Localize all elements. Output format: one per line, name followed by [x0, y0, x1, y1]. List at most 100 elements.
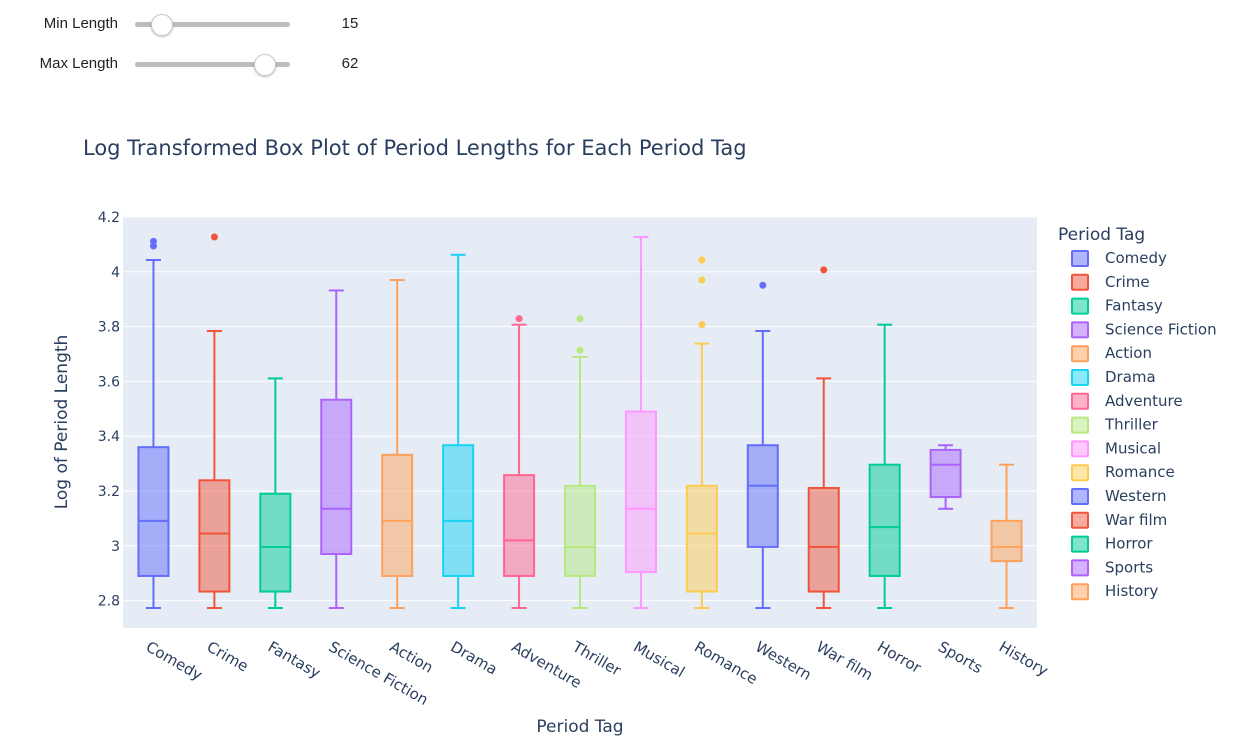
iqr-box [381, 453, 414, 577]
box-western [746, 281, 779, 609]
legend-swatch [1071, 345, 1089, 363]
legend-item[interactable]: War film [1071, 511, 1167, 529]
legend-item[interactable]: Crime [1071, 273, 1150, 291]
y-tick-label: 3 [111, 539, 120, 555]
outlier-point [149, 237, 157, 245]
box-sports [929, 444, 962, 510]
legend-label: Romance [1105, 463, 1175, 481]
legend-title: Period Tag [1058, 225, 1145, 245]
max-length-control: Max Length 62 [0, 52, 380, 76]
x-axis-title: Period Tag [536, 717, 623, 737]
x-tick-label: Romance [691, 638, 760, 688]
x-tick-label: Western [752, 638, 814, 684]
iqr-box [990, 519, 1023, 563]
legend-swatch [1071, 250, 1089, 267]
max-length-value: 62 [341, 55, 359, 72]
x-tick-label: Sports [935, 638, 986, 678]
outlier-point [698, 321, 706, 329]
legend-item[interactable]: Action [1071, 344, 1152, 363]
iqr-box [929, 448, 962, 499]
legend-label: Western [1105, 487, 1167, 505]
legend-label: War film [1105, 511, 1167, 529]
legend-swatch [1071, 559, 1089, 577]
max-length-label: Max Length [39, 55, 118, 72]
legend-item[interactable]: Western [1071, 487, 1167, 505]
legend-item[interactable]: Thriller [1071, 416, 1159, 434]
x-tick-label: Crime [204, 638, 252, 676]
legend-item[interactable]: Adventure [1071, 392, 1183, 410]
iqr-box [564, 484, 596, 577]
max-length-slider[interactable] [135, 54, 290, 76]
box-history [990, 463, 1023, 609]
outlier-point [515, 315, 523, 323]
legend-swatch [1071, 273, 1089, 291]
box-thriller [564, 315, 596, 609]
legend-label: Sports [1105, 558, 1153, 576]
legend-label: Adventure [1105, 392, 1183, 410]
y-tick-label: 2.8 [98, 594, 120, 610]
min-length-slider-thumb[interactable] [151, 14, 174, 36]
iqr-box [442, 444, 475, 577]
outlier-point [820, 266, 828, 274]
box-romance [685, 256, 718, 609]
legend: Comedy Crime Fantasy Science Fiction Action D… [1071, 249, 1217, 601]
legend-swatch [1071, 583, 1089, 601]
legend-item[interactable]: History [1071, 582, 1158, 601]
y-tick-label: 4.2 [98, 210, 120, 226]
boxes [137, 233, 1023, 609]
y-tick-label: 3.6 [98, 374, 120, 390]
legend-item[interactable]: Sports [1071, 558, 1153, 577]
box-drama [442, 253, 475, 609]
legend-label: Thriller [1104, 416, 1159, 434]
box-science-fiction [320, 289, 353, 609]
iqr-box [868, 463, 901, 577]
legend-item[interactable]: Science Fiction [1071, 320, 1217, 339]
legend-label: Musical [1105, 439, 1161, 457]
box-war-film [807, 266, 840, 609]
legend-label: Science Fiction [1105, 320, 1217, 338]
outlier-point [698, 276, 706, 284]
chart-title: Log Transformed Box Plot of Period Lengt… [83, 136, 747, 160]
legend-item[interactable]: Musical [1071, 439, 1161, 458]
legend-swatch [1071, 369, 1089, 386]
x-tick-label: Comedy [143, 638, 206, 685]
legend-swatch [1071, 297, 1089, 315]
min-length-slider[interactable] [135, 14, 290, 36]
box-horror [868, 323, 901, 609]
y-tick-label: 4 [111, 265, 120, 281]
box-adventure [503, 315, 536, 609]
iqr-box [137, 446, 170, 577]
legend-item[interactable]: Drama [1071, 368, 1156, 386]
legend-swatch [1071, 488, 1089, 505]
legend-swatch [1071, 464, 1089, 482]
legend-label: History [1105, 582, 1158, 600]
legend-swatch [1071, 535, 1089, 553]
x-tick-label: Drama [448, 638, 501, 679]
y-axis-title: Log of Period Length [52, 335, 72, 510]
iqr-box [807, 486, 840, 593]
iqr-box [624, 410, 657, 574]
legend-item[interactable]: Comedy [1071, 249, 1167, 267]
x-tick-label: War film [813, 638, 876, 685]
iqr-box [746, 444, 779, 548]
box-musical [624, 236, 657, 609]
legend-label: Action [1105, 344, 1152, 362]
legend-swatch [1071, 392, 1089, 410]
legend-label: Crime [1105, 273, 1150, 291]
legend-item[interactable]: Fantasy [1071, 297, 1163, 315]
legend-item[interactable]: Romance [1071, 463, 1175, 482]
legend-item[interactable]: Horror [1071, 535, 1153, 553]
max-length-slider-thumb[interactable] [253, 54, 276, 76]
outlier-point [576, 315, 584, 323]
y-tick-labels: 2.8 3 3.2 3.4 3.6 3.8 4 4.2 [98, 210, 120, 610]
iqr-box [198, 479, 231, 593]
legend-swatch [1071, 321, 1089, 339]
legend-label: Horror [1105, 535, 1153, 553]
legend-label: Drama [1105, 368, 1156, 386]
x-tick-label: Horror [874, 638, 925, 678]
legend-swatch [1071, 440, 1089, 458]
box-fantasy [259, 377, 292, 609]
iqr-box [259, 492, 292, 593]
